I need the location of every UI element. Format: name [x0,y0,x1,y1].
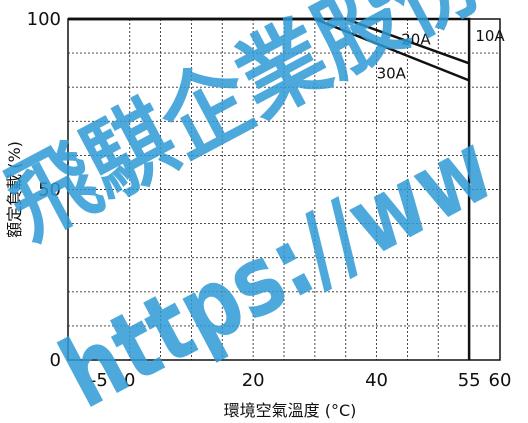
plot-frame [67,18,501,361]
series-label-20a: 20A [401,30,431,48]
x-tick-label: -5 [90,370,108,391]
x-tick-label: 0 [124,370,135,391]
y-axis-title: 額定負載 (%) [5,141,24,238]
x-axis-title: 環境空氣溫度 (°C) [224,401,357,420]
series-label-10a: 10A [475,27,505,45]
series-labels: 10A 20A 30A [377,27,506,83]
x-tick-label: 20 [242,370,265,391]
tick-labels: -5 0 20 40 55 60 0 50 100 [27,9,512,391]
y-tick-label: 100 [27,9,61,30]
x-tick-label: 55 [458,370,481,391]
x-tick-label: 60 [489,370,512,391]
y-tick-label: 50 [38,180,61,201]
x-tick-label: 40 [365,370,388,391]
grid [68,19,500,360]
y-tick-label: 0 [50,350,61,371]
series-label-30a: 30A [377,65,407,83]
